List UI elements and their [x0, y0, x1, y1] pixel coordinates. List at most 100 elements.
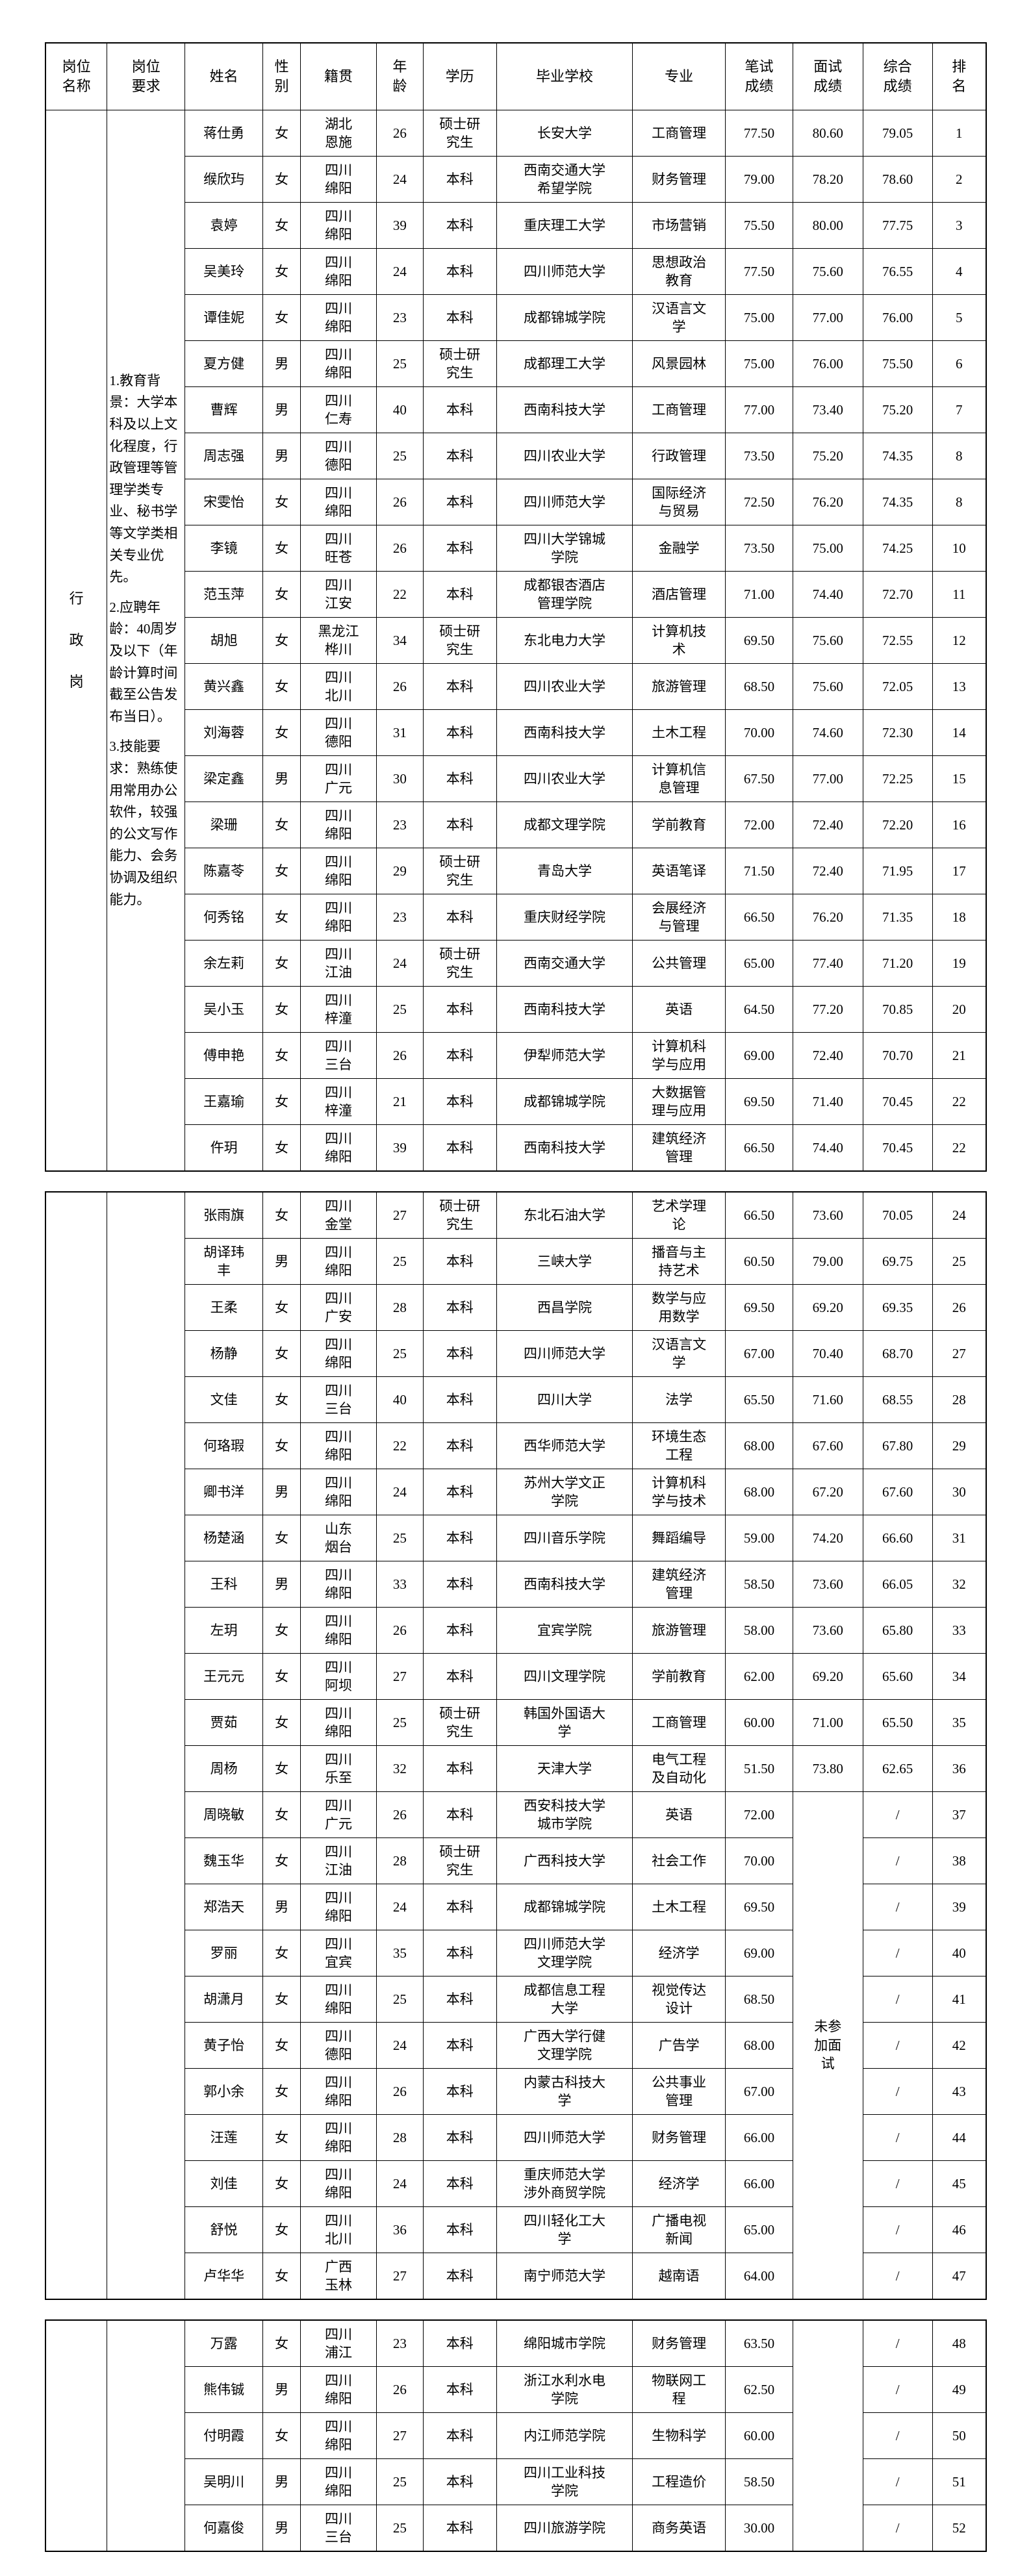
hometown-cell: 四川 德阳 — [300, 433, 377, 479]
hometown-province: 黑龙江 — [318, 623, 359, 639]
candidate-name-cell: 熊伟铖 — [185, 2366, 264, 2413]
education: 本科 — [446, 1345, 474, 1361]
school: 宜宾学院 — [537, 1622, 592, 1638]
school-cell: 西华师范大学 — [496, 1422, 633, 1469]
gender-cell: 女 — [262, 986, 301, 1033]
written-score-cell: 71.50 — [725, 848, 793, 894]
education: 本科 — [446, 1945, 474, 1961]
candidate-row: 范玉萍女四川 江安 22 本科 成都银杏酒店管理学院 酒店管理 71.00 74.40 72.7… — [45, 571, 987, 618]
interview-score-cell: 74.20 — [792, 1515, 863, 1561]
hometown-province: 四川 — [324, 1613, 352, 1629]
hometown-city: 绵阳 — [324, 2001, 352, 2016]
age-cell: 36 — [375, 2206, 424, 2253]
hometown-province: 四川 — [324, 1336, 352, 1352]
comprehensive-score-cell: 72.30 — [862, 709, 933, 756]
age-cell: 28 — [375, 1837, 424, 1884]
hometown-city: 江油 — [324, 1862, 352, 1878]
position-requirements-cell — [107, 2319, 186, 2552]
candidate-row: 何珞瑕女四川 绵阳 22 本科 西华师范大学 环境生态工程 68.00 67.60 67.80 2… — [45, 1422, 987, 1469]
school: 成都银杏酒店管理学院 — [523, 577, 605, 611]
hometown-cell: 四川 绵阳 — [300, 248, 377, 295]
candidate-row: 周晓敏女四川 广元 26 本科 西安科技大学城市学院 英语 72.00 未参加面试/37 — [45, 1791, 987, 2300]
major-cell: 建筑经济管理 — [632, 1561, 726, 1608]
education: 本科 — [446, 1139, 474, 1155]
candidate-name: 仵玥 — [210, 1139, 238, 1155]
gender-cell: 女 — [262, 1078, 301, 1125]
age-cell: 35 — [375, 1930, 424, 1976]
rank-cell: 4 — [932, 248, 987, 295]
written-score-cell: 68.00 — [725, 1469, 793, 1515]
interview-score-cell: 69.20 — [792, 1653, 863, 1700]
candidate-row: 胡旭女黑龙江 桦川 34 硕士研究生 东北电力大学 计算机技术 69.50 75.60 72.5… — [45, 617, 987, 664]
education-cell: 本科 — [422, 1124, 497, 1172]
education-cell: 本科 — [422, 2160, 497, 2207]
school: 广西科技大学 — [523, 1852, 605, 1869]
requirement-item: 1.教育背景：大学本科及以上文化程度，行政管理等管理学类专业、秘书学等文学类相关… — [109, 372, 178, 585]
candidate-row: 王元元女四川 阿坝 27 本科 四川文理学院 学前教育 62.00 69.20 65.60 34 — [45, 1653, 987, 1700]
education-cell: 本科 — [422, 1930, 497, 1976]
candidate-row: 胡潇月女四川 绵阳 25 本科 成都信息工程大学 视觉传达设计 68.50/41 — [45, 1976, 987, 2023]
education-cell: 本科 — [422, 1515, 497, 1561]
education: 硕士研究生 — [439, 1198, 481, 1232]
hometown-cell: 四川 江油 — [300, 940, 377, 987]
gender-cell: 女 — [262, 709, 301, 756]
hometown-province: 山东 — [324, 1521, 352, 1537]
candidate-name-cell: 傅申艳 — [185, 1032, 264, 1079]
hometown-cell: 四川 绵阳 — [300, 1469, 377, 1515]
position-requirements-cell — [107, 1191, 186, 2300]
interview-score-cell: 77.20 — [792, 986, 863, 1033]
age-cell: 25 — [375, 986, 424, 1033]
school-cell: 成都理工大学 — [496, 340, 633, 387]
age-cell: 25 — [375, 1699, 424, 1746]
hometown-cell: 四川 绵阳 — [300, 202, 377, 249]
hometown-cell: 四川 三台 — [300, 1376, 377, 1423]
education: 本科 — [446, 263, 474, 279]
written-score-cell: 72.00 — [725, 802, 793, 848]
interview-score-cell: 74.60 — [792, 709, 863, 756]
header-rank: 排名 — [932, 42, 987, 110]
hometown-city: 江安 — [324, 596, 352, 611]
rank-cell: 11 — [932, 571, 987, 618]
rank-cell: 26 — [932, 1284, 987, 1331]
school-cell: 西南科技大学 — [496, 1561, 633, 1608]
education-cell: 硕士研究生 — [422, 1699, 497, 1746]
hometown-province: 四川 — [324, 1290, 352, 1306]
candidate-row: 周志强男四川 德阳 25 本科 四川农业大学 行政管理 73.50 75.20 74.35 8 — [45, 433, 987, 479]
written-score-cell: 67.50 — [725, 755, 793, 802]
education: 本科 — [446, 1047, 474, 1063]
education: 本科 — [446, 1253, 474, 1269]
written-score-cell: 72.50 — [725, 479, 793, 525]
hometown-cell: 四川 广元 — [300, 755, 377, 802]
comprehensive-score-cell: / — [862, 2160, 933, 2207]
education-cell: 本科 — [422, 479, 497, 525]
candidate-name: 缑欣玙 — [203, 171, 245, 187]
gender-cell: 女 — [262, 525, 301, 572]
comprehensive-score-cell: 78.60 — [862, 156, 933, 203]
hometown-province: 四川 — [324, 1038, 352, 1054]
hometown-cell: 四川 绵阳 — [300, 894, 377, 941]
hometown-province: 四川 — [324, 208, 352, 224]
education: 本科 — [446, 1622, 474, 1638]
gender-cell: 女 — [262, 2206, 301, 2253]
education-cell: 本科 — [422, 1422, 497, 1469]
written-score-cell: 66.50 — [725, 894, 793, 941]
major: 工商管理 — [652, 401, 707, 418]
candidate-row: 吴小玉女四川 梓潼 25 本科 西南科技大学 英语 64.50 77.20 70.85 20 — [45, 986, 987, 1033]
school-cell: 西南科技大学 — [496, 386, 633, 433]
school-cell: 四川师范大学 — [496, 1330, 633, 1377]
hometown-cell: 四川 三台 — [300, 2505, 377, 2552]
education-cell: 本科 — [422, 2114, 497, 2161]
candidate-name-cell: 周晓敏 — [185, 1791, 264, 1838]
header-written: 笔试成绩 — [725, 42, 793, 110]
major: 艺术学理论 — [652, 1198, 707, 1232]
hometown-cell: 四川 绵阳 — [300, 802, 377, 848]
education-cell: 硕士研究生 — [422, 617, 497, 664]
education: 本科 — [446, 770, 474, 787]
comprehensive-score-cell: 67.60 — [862, 1469, 933, 1515]
age-cell: 40 — [375, 1376, 424, 1423]
candidate-row: 陈嘉苓女四川 绵阳 29 硕士研究生 青岛大学 英语笔译 71.50 72.40 71.95 17 — [45, 848, 987, 894]
gender-cell: 男 — [262, 386, 301, 433]
education: 本科 — [446, 2129, 474, 2145]
school: 绵阳城市学院 — [523, 2335, 605, 2351]
major: 市场营销 — [652, 217, 707, 233]
